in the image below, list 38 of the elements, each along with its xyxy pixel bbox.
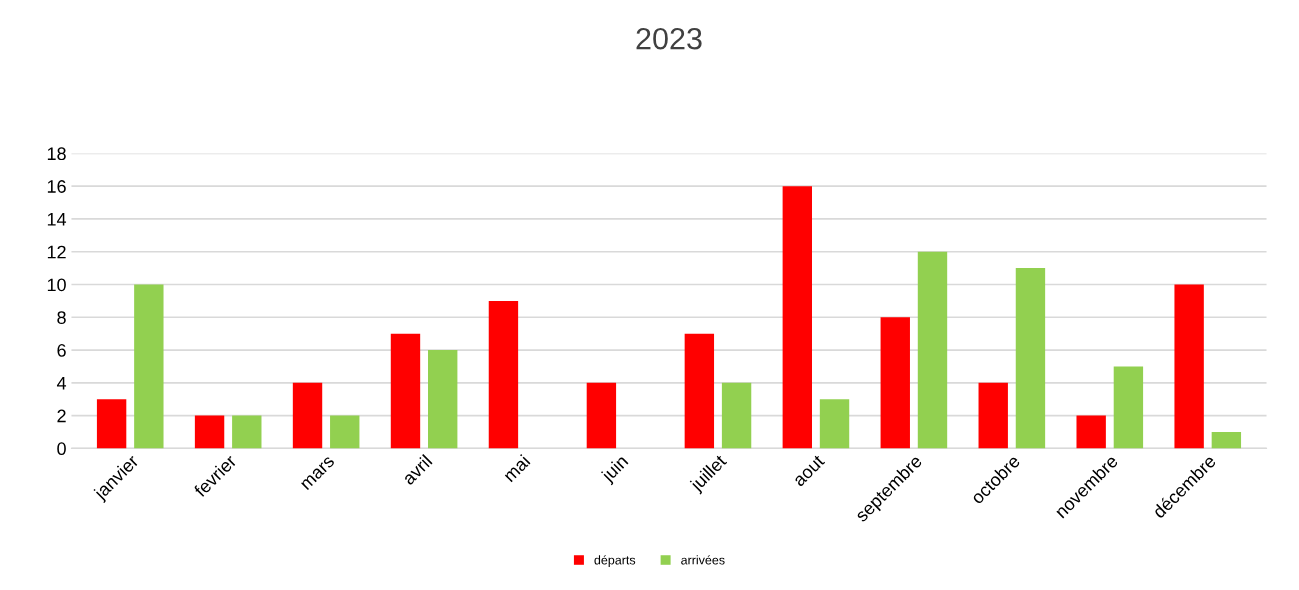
bar [978, 382, 1008, 449]
y-tick-label: 4 [56, 376, 67, 390]
legend-label: arrivées [681, 555, 725, 565]
y-tick-label: 6 [57, 344, 66, 357]
bar [1015, 268, 1046, 449]
y-tick-label: 14 [47, 213, 67, 226]
x-tick-label: mai [502, 454, 531, 483]
y-tick-label: 12 [47, 245, 66, 259]
bar [819, 399, 850, 449]
x-tick-label: aout [792, 454, 826, 487]
bar [428, 350, 458, 449]
bar [1076, 415, 1106, 449]
bar [194, 415, 225, 449]
bar [134, 284, 164, 449]
y-tick-label: 16 [47, 180, 66, 193]
y-tick-label: 18 [47, 147, 66, 161]
x-tick-label: juin [599, 454, 632, 486]
y-tick-label: 2 [57, 409, 66, 423]
bar [586, 382, 617, 449]
bar [880, 317, 910, 449]
y-tick-label: 0 [57, 442, 66, 456]
chart-title: 2023 [636, 27, 702, 50]
bar [292, 382, 323, 449]
bar [96, 399, 127, 449]
bar [330, 415, 360, 449]
y-tick-label: 10 [47, 278, 66, 292]
bar [782, 186, 812, 449]
bar [684, 333, 715, 449]
legend-label: départs [594, 555, 636, 567]
bar [232, 415, 262, 449]
bar [488, 300, 519, 449]
y-tick-label: 8 [57, 311, 66, 325]
bar [721, 382, 752, 449]
bar [1174, 284, 1204, 449]
bar [917, 251, 948, 449]
bar [1211, 432, 1242, 449]
bar [390, 333, 421, 449]
bar [1113, 366, 1144, 449]
